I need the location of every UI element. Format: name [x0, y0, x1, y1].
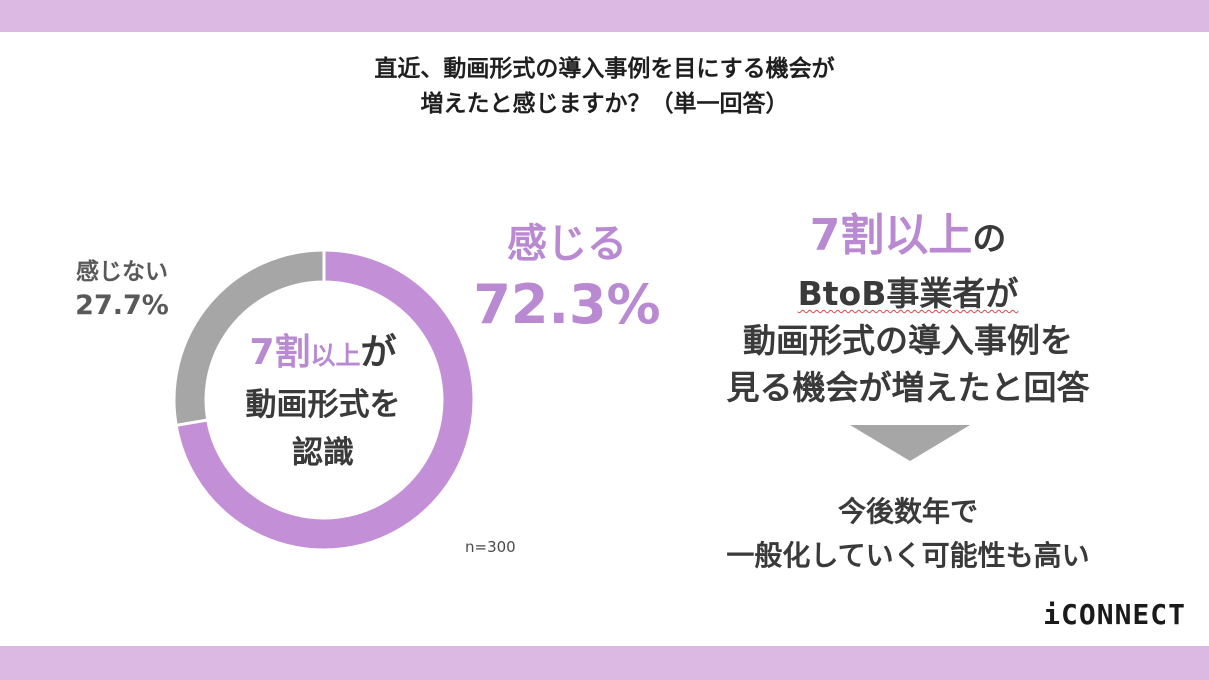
donut-slice-no	[172, 248, 326, 428]
chart-title: 直近、動画形式の導入事例を目にする機会が 増えたと感じますか？（単一回答）	[0, 52, 1209, 122]
title-line-2: 増えたと感じますか？（単一回答）	[420, 91, 789, 117]
slice-label-yes-text: 感じる	[507, 221, 627, 267]
center-line-3: 認識	[292, 435, 354, 471]
finding-line-3: 動画形式の導入事例を	[743, 321, 1073, 360]
finding-line-1: 7割以上の	[690, 205, 1126, 270]
donut-chart	[172, 248, 476, 552]
sample-size-label: n=300	[465, 538, 516, 556]
finding-line-2: BtoB事業者が	[690, 270, 1126, 317]
finding-suffix: の	[972, 219, 1007, 259]
conclusion: 今後数年で 一般化していく可能性も高い	[690, 490, 1126, 578]
finding-line-2-text: BtoB事業者が	[797, 274, 1019, 313]
center-suffix: が	[360, 332, 397, 373]
conclusion-line-1: 今後数年で	[837, 495, 978, 528]
bottom-band	[0, 646, 1209, 680]
title-line-1: 直近、動画形式の導入事例を目にする機会が	[374, 56, 835, 82]
slice-label-no-value: 27.7%	[75, 290, 169, 321]
conclusion-line-2: 一般化していく可能性も高い	[726, 539, 1090, 572]
down-arrow-icon	[850, 425, 970, 461]
slice-label-yes-value: 72.3%	[473, 273, 661, 336]
center-line-1: 7割以上が	[205, 328, 441, 381]
key-finding: 7割以上の BtoB事業者が 動画形式の導入事例を 見る機会が増えたと回答	[690, 205, 1126, 411]
slice-label-no: 感じない 27.7%	[56, 256, 188, 324]
center-highlight-small: 以上	[310, 341, 361, 370]
center-line-2: 動画形式を	[245, 387, 401, 423]
slice-label-no-text: 感じない	[76, 259, 168, 285]
donut-slice-yes	[174, 248, 476, 552]
company-logo: iCONNECT	[1043, 598, 1186, 631]
center-highlight: 7割	[249, 332, 311, 373]
donut-center-text: 7割以上が 動画形式を 認識	[205, 328, 441, 477]
slice-label-yes: 感じる 72.3%	[462, 216, 672, 338]
finding-line-4: 見る機会が増えたと回答	[726, 368, 1090, 407]
top-band	[0, 0, 1209, 32]
finding-highlight: 7割以上	[809, 210, 973, 261]
